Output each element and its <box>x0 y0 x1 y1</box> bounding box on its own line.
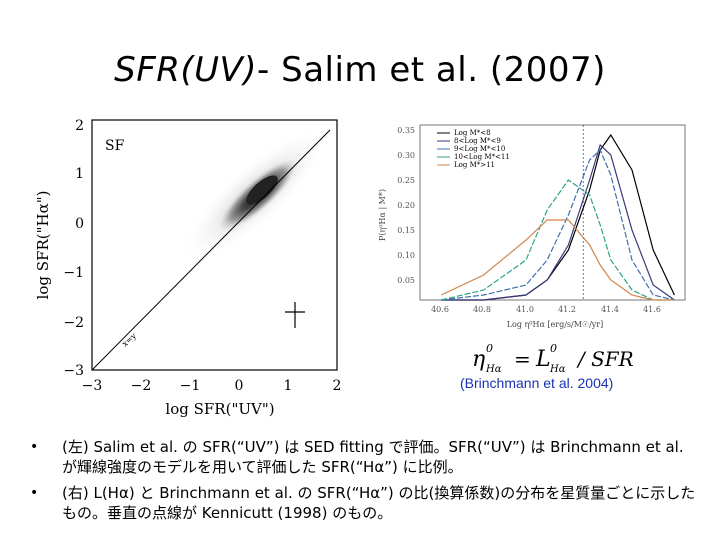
figure-caption: (Brinchmann et al. 2004) <box>460 375 614 391</box>
y-tick: 1 <box>75 166 84 182</box>
left-y-ticks: 2 1 0 −1 −2 −3 <box>63 118 84 379</box>
bullet-list: • (左) Salim et al. の SFR(“UV”) は SED fit… <box>30 437 700 529</box>
bullet-marker: • <box>30 439 39 455</box>
y-tick: 0.10 <box>397 251 415 260</box>
x-tick: −1 <box>180 378 201 394</box>
formula-eta: η <box>472 347 485 372</box>
x-tick: 1 <box>284 378 293 394</box>
series-line <box>441 148 675 301</box>
x-tick: 0 <box>235 378 244 394</box>
x-tick: 2 <box>333 378 342 394</box>
x-tick: −2 <box>131 378 152 394</box>
bullet-item: • (左) Salim et al. の SFR(“UV”) は SED fit… <box>30 437 700 477</box>
title-sfr-uv: SFR(UV) <box>114 50 258 90</box>
legend-entry: Log M*<8 <box>454 129 491 137</box>
x-tick: 41.0 <box>516 305 534 314</box>
x-tick: 41.4 <box>601 305 619 314</box>
legend-entry: 10<Log M*<11 <box>454 153 510 161</box>
formula-eta-sub: Hα <box>485 364 502 375</box>
legend-entry: 8<Log M*<9 <box>454 137 501 145</box>
y-tick: 0.25 <box>397 176 415 185</box>
x-tick: −3 <box>82 378 103 394</box>
title-author: - Salim et al. (2007) <box>257 50 606 90</box>
slide-title: SFR(UV)- Salim et al. (2007) <box>0 50 720 90</box>
series-line <box>441 143 675 301</box>
formula-eta-sup: 0 <box>486 342 493 355</box>
series-line <box>441 179 675 301</box>
x-tick: 41.6 <box>643 305 661 314</box>
y-tick: 0.15 <box>397 226 415 235</box>
y-tick: 0.20 <box>397 201 415 210</box>
x-tick: 40.8 <box>473 305 491 314</box>
y-tick: 0 <box>75 216 84 232</box>
y-tick: 0.05 <box>397 276 415 285</box>
right-eta-plot: Log M*<8 8<Log M*<9 9<Log M*<10 10<Log M… <box>378 124 686 329</box>
right-x-axis-label: Log η⁰Hα [erg/s/M☉/yr] <box>507 320 604 329</box>
formula-l-sub: Hα <box>549 364 566 375</box>
identity-line <box>91 129 331 371</box>
left-x-ticks: −3 −2 −1 0 1 2 <box>82 378 342 394</box>
formula-equals: = <box>514 347 531 371</box>
right-y-ticks: 0.35 0.30 0.25 0.20 0.15 0.10 0.05 <box>397 126 415 285</box>
legend-entry: Log M*>11 <box>454 161 495 169</box>
formula-sfr: / SFR <box>576 347 634 371</box>
legend: Log M*<8 8<Log M*<9 9<Log M*<10 10<Log M… <box>437 129 510 169</box>
left-sfr-plot: x=y SF −3 −2 −1 0 1 2 2 1 0 −1 −2 −3 log… <box>34 118 342 418</box>
series-curves <box>440 133 675 301</box>
formula-l-sup: 0 <box>550 342 557 355</box>
x-tick: 41.2 <box>558 305 576 314</box>
bullet-text: (左) Salim et al. の SFR(“UV”) は SED fitti… <box>62 438 684 476</box>
y-tick: 2 <box>75 118 84 134</box>
error-bar <box>285 302 305 328</box>
y-tick: 0.30 <box>397 151 415 160</box>
y-tick: −2 <box>63 315 84 331</box>
formula-l: L <box>535 347 551 372</box>
x-tick: 40.6 <box>431 305 449 314</box>
series-line <box>440 219 675 301</box>
density-heatmap <box>181 127 329 263</box>
y-tick: −3 <box>63 363 84 379</box>
left-x-axis-label: log SFR("UV") <box>165 400 274 418</box>
bullet-text: (右) L(Hα) と Brinchmann et al. の SFR(“Hα”… <box>62 484 696 522</box>
right-x-ticks: 40.6 40.8 41.0 41.2 41.4 41.6 <box>431 305 661 314</box>
y-tick: 0.35 <box>397 126 415 135</box>
bullet-marker: • <box>30 485 39 501</box>
y-tick: −1 <box>63 265 84 281</box>
eta-formula: η 0 Hα = L 0 Hα / SFR <box>472 342 634 375</box>
right-y-axis-label: P(η⁰Hα | M*) <box>378 189 387 241</box>
bullet-item: • (右) L(Hα) と Brinchmann et al. の SFR(“H… <box>30 483 700 523</box>
panel-label-sf: SF <box>105 138 125 154</box>
left-y-axis-label: log SFR("Hα") <box>34 191 52 300</box>
legend-entry: 9<Log M*<10 <box>454 145 505 153</box>
